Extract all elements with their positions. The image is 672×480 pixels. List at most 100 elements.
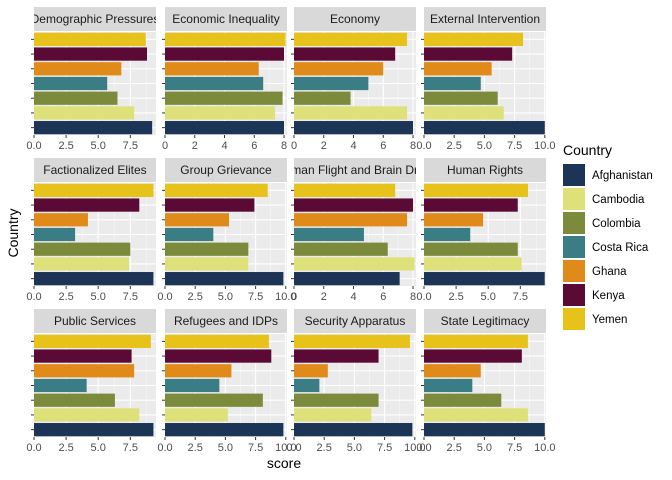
x-tick-label: 4 [221,140,227,152]
x-tick-label: 7.5 [377,442,392,454]
legend-item: Afghanistan [563,164,653,186]
facet-strip [424,158,546,182]
facet-panel: Demographic Pressures 0.0 2.5 5.0 7.5 [26,7,160,152]
bar-colombia [294,91,351,105]
x-tick-label: 5.0 [91,442,106,454]
facet-strip [34,158,156,182]
bar-yemen [165,334,269,348]
x-tick-label: 10.0 [275,291,296,303]
x-tick-label: 2 [321,291,327,303]
bar-ghana [294,364,328,378]
x-tick-label: 10.0 [534,442,555,454]
x-tick-label: 6 [380,291,386,303]
legend-key [563,260,585,282]
legend-label: Costa Rica [592,242,649,254]
bar-cambodia [294,257,415,271]
x-tick-label: 7.5 [507,442,522,454]
facet-strip [294,7,416,31]
legend-key [563,188,585,210]
facet-strip [165,7,287,31]
x-tick-label: 7.5 [123,140,138,152]
bar-cambodia [34,408,140,422]
facet-panel: Refugees and IDPs 0.0 2.5 5.0 7.5 10.0 [157,309,297,454]
bar-kenya [424,349,522,363]
x-tick-label: 0.0 [26,442,41,454]
legend-item: Costa Rica [563,236,649,258]
legend-key [563,236,585,258]
bar-colombia [165,242,249,256]
bar-costa-rica [34,378,87,393]
legend-key [563,212,585,234]
bar-ghana [165,364,232,378]
bar-colombia [294,242,388,256]
bar-colombia [34,242,131,256]
bar-ghana [424,364,481,378]
facet-strip [424,7,546,31]
bar-afghanistan [424,272,545,286]
bar-yemen [34,183,154,197]
bar-costa-rica [165,378,220,393]
x-tick-label: 5.0 [481,291,496,303]
x-tick-label: 2.5 [317,442,332,454]
bar-afghanistan [294,423,413,437]
x-tick-label: 8 [410,140,416,152]
facet-title: Group Grievance [180,163,272,177]
legend-item: Ghana [563,260,627,282]
bar-yemen [424,334,528,348]
legend-item: Yemen [563,308,627,330]
y-axis-title: Country [5,208,21,257]
facet-title: Human Flight and Brain Drain [276,163,434,177]
bar-cambodia [34,257,130,271]
bar-costa-rica [34,227,76,242]
bar-ghana [294,62,384,76]
x-tick-label: 5.0 [477,140,492,152]
bar-kenya [294,198,414,212]
bar-kenya [165,198,255,212]
x-tick-label: 10.0 [275,442,296,454]
x-tick-label: 4 [350,140,356,152]
legend-item: Cambodia [563,188,645,210]
bar-colombia [165,91,283,105]
facet-title: Demographic Pressures [31,12,160,26]
bar-colombia [294,393,379,407]
facet-strip [34,309,156,333]
bar-yemen [165,32,286,46]
x-tick-label: 6 [380,140,386,152]
x-tick-label: 7.5 [513,291,528,303]
facet-title: Economic Inequality [172,12,279,26]
bar-ghana [424,62,492,76]
x-tick-label: 7.5 [123,442,138,454]
x-tick-label: 7.5 [123,291,138,303]
x-tick-label: 0.0 [286,442,301,454]
x-tick-label: 2.5 [188,291,203,303]
bar-costa-rica [165,227,214,242]
facet-panel: External Intervention 0.0 2.5 5.0 7.5 10.0 [416,7,556,152]
x-tick-label: 2.5 [58,442,73,454]
bar-cambodia [424,408,528,422]
facet-title: Security Apparatus [305,314,406,328]
bar-colombia [165,393,263,407]
x-tick-label: 2.5 [447,442,462,454]
bar-yemen [294,32,408,46]
bar-costa-rica [34,76,108,91]
facet-panel: Group Grievance 0.0 2.5 5.0 7.5 10.0 [157,158,297,303]
x-tick-label: 0 [291,291,297,303]
bar-afghanistan [424,423,545,437]
bar-cambodia [424,257,522,271]
legend-label: Ghana [592,266,627,278]
x-tick-label: 10.0 [404,442,425,454]
bar-ghana [34,62,122,76]
legend-label: Cambodia [592,194,645,206]
x-tick-label: 2.5 [447,140,462,152]
bar-kenya [165,349,272,363]
x-axis-title: score [267,455,301,471]
legend-item: Colombia [563,212,641,234]
bar-colombia [34,393,115,407]
bar-colombia [424,91,498,105]
bar-kenya [34,47,148,61]
legend-label: Kenya [592,290,625,302]
bar-afghanistan [34,121,153,135]
bar-costa-rica [294,378,320,393]
bar-kenya [424,198,518,212]
facet-panel: Human Flight and Brain Drain 0 2 4 6 8 [276,158,434,303]
